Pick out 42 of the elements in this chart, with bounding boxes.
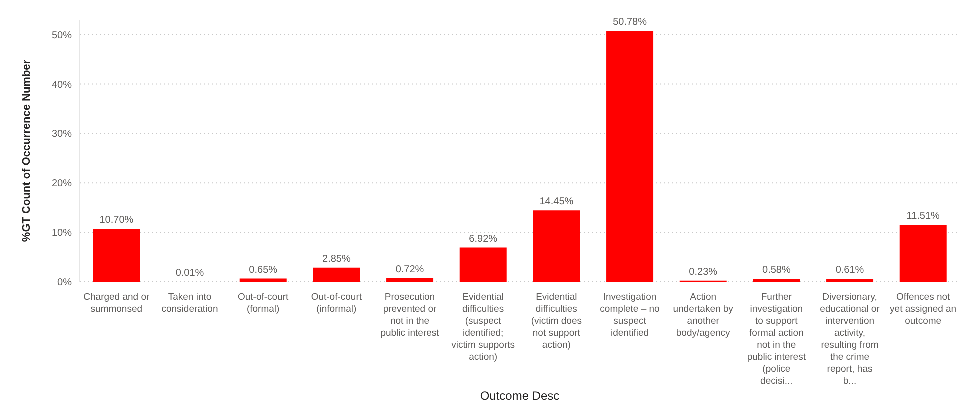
x-tick-label: Evidential difficulties (victim does not support action) <box>531 292 582 351</box>
data-label: 50.78% <box>613 16 648 28</box>
y-tick-label: 0% <box>58 278 72 289</box>
data-label: 0.58% <box>762 265 791 276</box>
x-tick-label: Offences not yet assigned an outcome <box>890 292 957 327</box>
y-tick-label: 40% <box>52 80 72 91</box>
data-label: 0.01% <box>176 268 204 279</box>
x-tick-label: Out-of-court (informal) <box>311 292 362 315</box>
bar <box>753 279 800 282</box>
y-tick-label: 50% <box>52 30 72 42</box>
data-label: 6.92% <box>469 234 498 245</box>
x-tick-label: Charged and or summonsed <box>84 292 150 315</box>
x-axis-title: Outcome Desc <box>480 389 560 403</box>
x-tick-label: Action undertaken by another body/agency <box>673 292 734 339</box>
y-tick-label: 20% <box>52 178 72 190</box>
data-label: 10.70% <box>100 215 134 226</box>
data-label: 2.85% <box>322 254 351 265</box>
data-label: 0.61% <box>836 264 864 276</box>
data-label: 0.23% <box>689 266 718 278</box>
x-tick-label: Diversionary, educational or intervention activity, resulting from the crime report, has b... <box>820 292 880 387</box>
x-tick-label: Taken into consideration <box>162 292 218 315</box>
data-label: 0.65% <box>249 264 278 276</box>
x-tick-label: Out-of-court (formal) <box>238 292 290 315</box>
y-tick-label: 10% <box>52 228 72 240</box>
bar <box>460 248 507 282</box>
bar <box>826 278 874 282</box>
bar <box>93 229 140 282</box>
y-axis-title: %GT Count of Occurrence Number <box>20 59 33 242</box>
y-tick-label: 30% <box>52 129 72 140</box>
x-tick-label: Investigation complete – no suspect identified <box>600 292 660 339</box>
x-tick-label: Further investigation to support formal action not in the public interest (police decisi... <box>747 292 806 387</box>
bar <box>240 278 287 282</box>
data-label: 0.72% <box>396 264 424 276</box>
bar <box>313 268 360 282</box>
data-label: 14.45% <box>540 196 574 208</box>
x-tick-label: Evidential difficulties (suspect identified; victim supports action) <box>452 292 516 363</box>
bar <box>900 225 947 282</box>
bar <box>606 30 654 282</box>
bar <box>533 210 580 282</box>
x-tick-label: Prosecution prevented or not in the public interest <box>380 292 440 339</box>
bar <box>386 278 434 282</box>
data-label: 11.51% <box>906 211 940 222</box>
